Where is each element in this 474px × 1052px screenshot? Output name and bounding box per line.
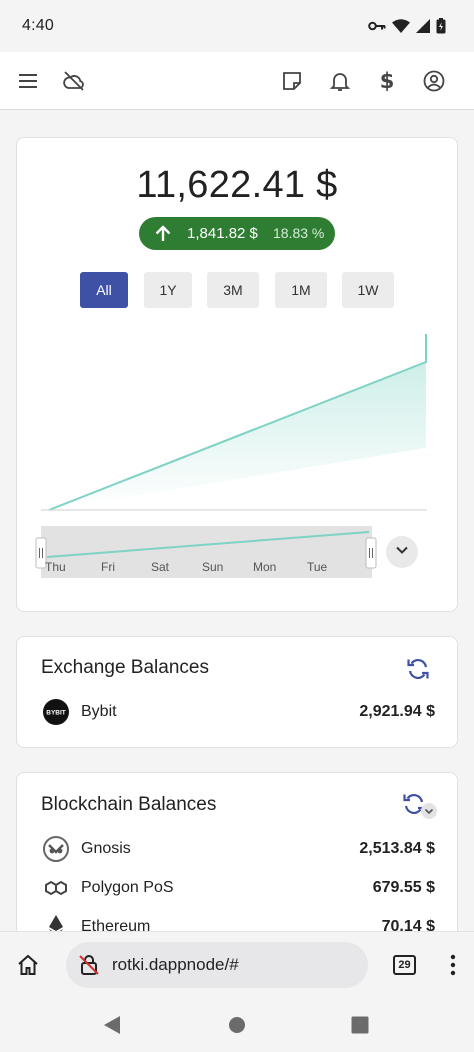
- polygon-logo-icon: [43, 875, 69, 901]
- back-icon[interactable]: [103, 1015, 121, 1040]
- home-nav-icon[interactable]: [228, 1016, 246, 1039]
- dollar-icon[interactable]: $: [375, 69, 399, 93]
- exchange-balances-title: Exchange Balances: [41, 657, 209, 678]
- navigator-day: Thu: [45, 560, 66, 574]
- range-1y-button[interactable]: 1Y: [144, 272, 192, 308]
- status-icons: [368, 18, 446, 34]
- blockchain-balances-title: Blockchain Balances: [41, 794, 217, 815]
- app-bar: $: [0, 52, 474, 110]
- change-value: 1,841.82 $: [187, 225, 258, 242]
- range-1m-button[interactable]: 1M: [275, 272, 327, 308]
- chart-area: [49, 334, 426, 510]
- chain-name: Gnosis: [81, 840, 131, 857]
- navigator-line: [46, 531, 370, 558]
- svg-text:$: $: [380, 69, 395, 93]
- total-net-value: 11,622.41 $: [136, 164, 338, 206]
- navigator-day: Tue: [307, 560, 328, 574]
- chart-line: [48, 334, 427, 511]
- chain-name: Polygon PoS: [81, 879, 174, 896]
- url-text: rotki.dappnode/#: [112, 955, 239, 974]
- tab-switcher-button[interactable]: 29: [393, 955, 416, 975]
- gnosis-logo-icon: [43, 836, 69, 862]
- dashboard-content: 11,622.41 $ 1,841.82 $ 18.83 % All 1Y 3M…: [0, 111, 474, 931]
- list-item[interactable]: Ethereum 70.14 $: [41, 914, 435, 931]
- net-value-card: 11,622.41 $ 1,841.82 $ 18.83 % All 1Y 3M…: [16, 137, 458, 612]
- list-item[interactable]: Gnosis 2,513.84 $: [41, 836, 435, 864]
- net-value-chart: Thu Fri Sat Sun Mon Tue: [35, 334, 427, 578]
- recents-icon[interactable]: [351, 1016, 369, 1039]
- more-vert-icon[interactable]: [444, 953, 462, 977]
- exchange-name: Bybit: [81, 703, 117, 720]
- wifi-icon: [392, 19, 410, 33]
- expand-chart-button[interactable]: [386, 536, 418, 568]
- chain-amount: 70.14 $: [381, 918, 435, 931]
- range-3m-button[interactable]: 3M: [207, 272, 259, 308]
- navigator-day: Fri: [101, 560, 115, 574]
- battery-icon: [436, 18, 446, 34]
- chart-navigator: [41, 526, 372, 578]
- navigator-day: Sun: [202, 560, 223, 574]
- exchange-balances-card: Exchange Balances BYBIT Bybit 2,921.94 $: [16, 636, 458, 748]
- browser-toolbar: rotki.dappnode/# 29: [0, 931, 474, 999]
- chevron-down-icon: [395, 543, 409, 562]
- status-time: 4:40: [22, 17, 54, 34]
- chain-amount: 679.55 $: [372, 879, 435, 896]
- not-secure-lock-icon[interactable]: [78, 954, 100, 976]
- refresh-menu-chevron-icon[interactable]: [421, 803, 437, 819]
- exchange-amount: 2,921.94 $: [359, 703, 435, 720]
- menu-icon[interactable]: [16, 69, 40, 93]
- svg-text:BYBIT: BYBIT: [46, 710, 66, 717]
- navigator-day: Sat: [151, 560, 170, 574]
- list-item[interactable]: Polygon PoS 679.55 $: [41, 875, 435, 903]
- navigator-right-handle[interactable]: [365, 537, 377, 569]
- range-1w-button[interactable]: 1W: [342, 272, 394, 308]
- address-bar[interactable]: rotki.dappnode/#: [66, 942, 368, 988]
- bell-icon[interactable]: [328, 69, 352, 93]
- blockchain-balances-card: Blockchain Balances Gnosis 2,513.84 $ Po…: [16, 772, 458, 931]
- bybit-logo-icon: BYBIT: [43, 699, 69, 725]
- arrow-up-icon: [153, 224, 173, 249]
- vpn-key-icon: [368, 20, 386, 32]
- value-change-pill: 1,841.82 $ 18.83 %: [139, 217, 335, 250]
- navigator-left-handle[interactable]: [35, 537, 47, 569]
- chain-amount: 2,513.84 $: [359, 840, 435, 857]
- notes-icon[interactable]: [280, 69, 304, 93]
- cell-signal-icon: [416, 19, 430, 33]
- cloud-off-icon[interactable]: [62, 69, 86, 93]
- account-icon[interactable]: [422, 69, 446, 93]
- status-bar: 4:40: [0, 0, 474, 52]
- range-all-button[interactable]: All: [80, 272, 128, 308]
- list-item[interactable]: BYBIT Bybit 2,921.94 $: [41, 699, 435, 727]
- chain-name: Ethereum: [81, 918, 151, 931]
- system-nav-bar: [0, 999, 474, 1052]
- ethereum-logo-icon: [43, 914, 69, 931]
- navigator-day: Mon: [253, 560, 276, 574]
- refresh-icon[interactable]: [405, 656, 431, 682]
- change-percent: 18.83 %: [273, 225, 325, 241]
- home-icon[interactable]: [16, 953, 40, 977]
